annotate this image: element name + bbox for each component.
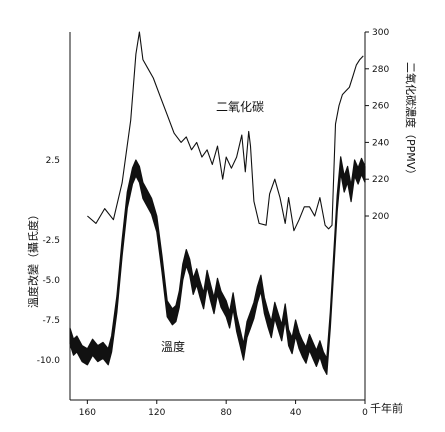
x-tick-label: 160 (79, 408, 96, 418)
y-left-tick-label: 2.5 (46, 156, 60, 166)
y-right-tick-label: 240 (372, 138, 389, 148)
x-tick-label: 40 (290, 408, 302, 418)
temperature-band (69, 156, 366, 375)
y-left-axis-ticks: 2.5 -2.5 -5.0 -7.5 -10.0 (37, 156, 61, 366)
x-axis-ticks: 160 120 80 40 0 (79, 400, 368, 418)
y-left-tick-label: -5.0 (42, 276, 60, 286)
y-right-tick-label: 300 (372, 28, 389, 38)
temperature-series (69, 156, 366, 375)
co2-annotation: 二氧化碳 (216, 100, 264, 114)
y-left-tick-label: -7.5 (42, 316, 60, 326)
x-tick-label: 120 (148, 408, 165, 418)
y-left-tick-label: -10.0 (37, 356, 61, 366)
co2-line (87, 31, 364, 232)
y-right-tick-label: 280 (372, 65, 389, 75)
x-tick-label: 0 (362, 408, 368, 418)
y-right-tick-label: 200 (372, 212, 389, 222)
co2-series (87, 31, 364, 232)
y-right-axis-ticks: 300 280 260 240 220 200 (365, 28, 389, 222)
x-tick-label: 80 (220, 408, 232, 418)
x-axis-label: 千年前 (370, 401, 403, 415)
y-left-axis-label: 溫度改變（攝氏度） (26, 209, 40, 308)
y-right-axis-label: 二氧化碳濃度（PPMV） (404, 62, 418, 180)
y-right-tick-label: 220 (372, 175, 389, 185)
y-left-tick-label: -2.5 (42, 236, 60, 246)
y-right-tick-label: 260 (372, 102, 389, 112)
temperature-annotation: 溫度 (161, 339, 185, 354)
